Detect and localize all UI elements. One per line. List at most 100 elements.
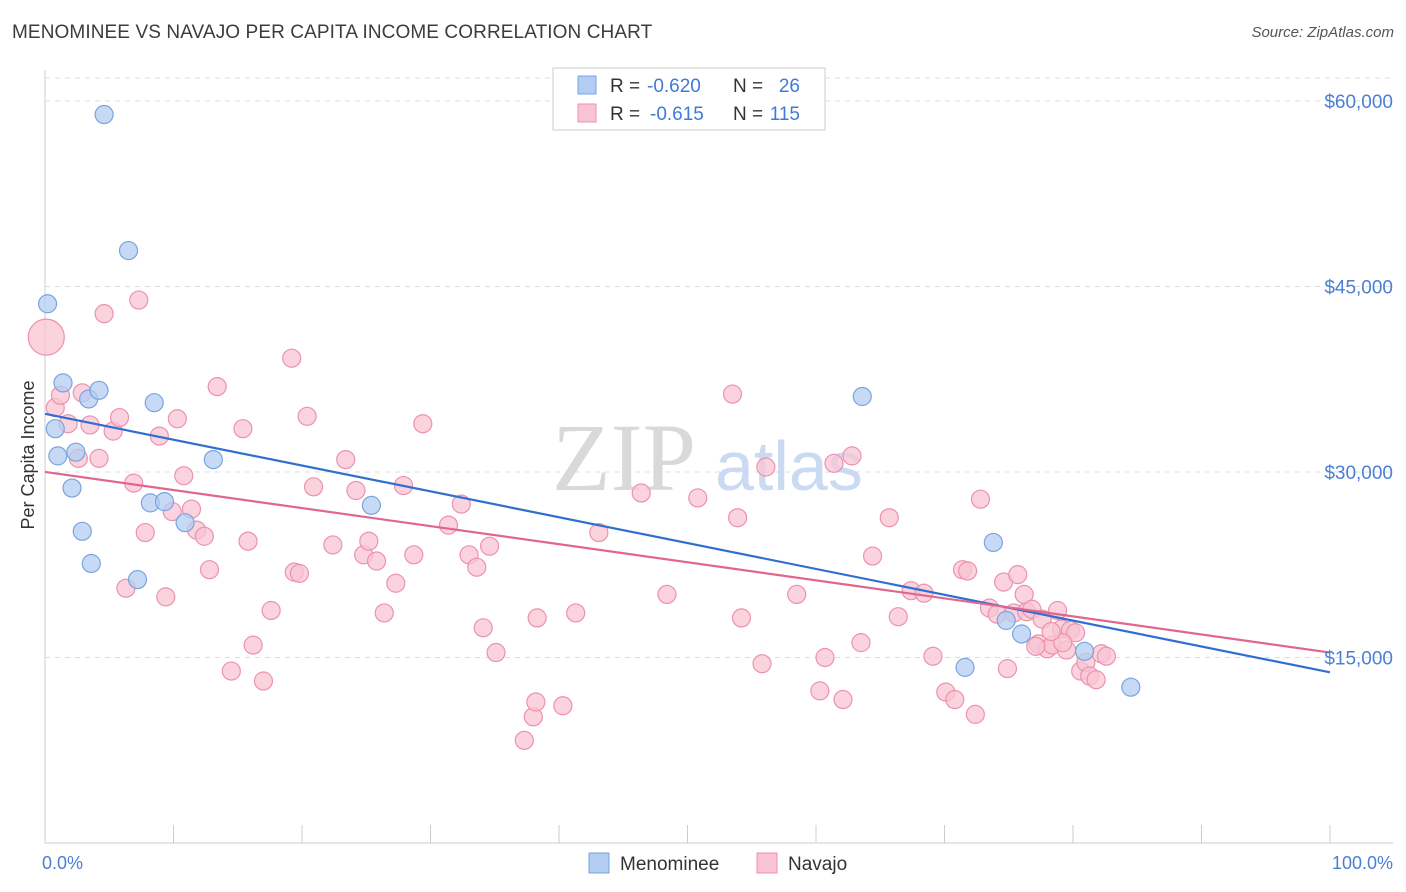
legend-swatch-menominee [588,852,610,874]
menominee-point [1121,677,1141,697]
navajo-point [27,318,65,356]
navajo-point [914,583,934,603]
navajo-point [815,647,835,668]
navajo-point [135,522,155,543]
y-tick-label: $15,000 [1324,648,1393,669]
navajo-point [289,563,310,583]
navajo-point [566,603,586,623]
navajo-point [526,692,546,712]
navajo-point [923,646,943,666]
axes [44,70,1393,844]
navajo-point [722,384,743,404]
legend-label-menominee: Menominee [620,854,719,875]
navajo-point [238,531,258,551]
menominee-point [118,240,139,261]
menominee-point [1011,624,1032,644]
navajo-points [27,290,1117,750]
navajo-point [199,560,220,580]
navajo-point [467,557,487,577]
navajo-point [156,587,176,607]
stats-swatch-menominee [577,75,597,95]
stats-n-label-menominee: N = [733,76,763,97]
navajo-point [282,348,302,368]
navajo-point [346,480,366,501]
navajo-point [997,659,1018,679]
menominee-point [127,569,148,590]
navajo-point [297,406,317,426]
navajo-point [965,704,985,724]
watermark-zip: ZIP [552,404,696,511]
navajo-point [1041,621,1061,642]
navajo-point [359,531,379,551]
navajo-point [243,635,263,655]
stats-swatch-navajo [577,103,597,123]
menominee-points [37,104,1141,697]
navajo-point [1026,636,1046,656]
trend-lines [44,412,1331,674]
menominee-point [37,294,58,314]
y-tick-labels: $15,000 $30,000 $45,000 $60,000 [1324,92,1393,670]
menominee-point [955,657,975,677]
menominee-point [361,495,381,515]
navajo-point [824,453,844,473]
navajo-point [438,515,459,535]
navajo-point [851,633,871,653]
navajo-point [233,419,253,439]
navajo-point [451,494,471,514]
navajo-point [888,607,908,627]
legend-label-navajo: Navajo [788,854,847,875]
legend: Menominee Navajo [588,852,847,875]
menominee-point [175,513,195,533]
navajo-point [527,608,547,628]
legend-swatch-navajo [756,852,778,874]
navajo-point [404,545,424,565]
menominee-trend-line [44,412,1331,674]
navajo-point [194,526,214,546]
navajo-point [221,661,241,681]
x-tick-label-max: 100.0% [1332,853,1393,873]
navajo-point [553,696,573,716]
menominee-point [983,532,1003,553]
chart-title: MENOMINEE VS NAVAJO PER CAPITA INCOME CO… [12,22,653,43]
stats-n-value-menominee: 26 [779,76,800,97]
menominee-point [89,380,109,400]
navajo-point [174,466,194,486]
stats-box-frame [552,67,826,131]
navajo-point [374,603,394,623]
navajo-point [386,573,406,593]
navajo-point [253,671,274,691]
menominee-point [154,492,175,512]
stats-r-label-menominee: R = [610,76,640,97]
menominee-point [66,442,86,462]
navajo-point [1053,633,1073,653]
menominee-point [81,553,101,574]
stats-n-label-navajo: N = [733,104,763,125]
navajo-point [473,618,493,638]
navajo-point [207,377,227,397]
menominee-point [48,446,68,466]
menominee-point [45,419,65,439]
navajo-point [94,304,114,324]
y-axis-label: Per Capita Income [18,380,38,529]
stats-r-label-navajo: R = [610,104,640,125]
navajo-point [486,642,506,663]
navajo-point [480,536,500,556]
menominee-point [72,521,92,541]
navajo-point [728,508,748,528]
navajo-point [89,448,109,468]
navajo-point [261,600,281,621]
gridlines [45,77,1393,658]
stats-box: R = -0.620 N = 26 R = -0.615 N = 115 [552,67,826,131]
navajo-point [336,449,356,470]
x-tick-label-min: 0.0% [42,853,83,873]
navajo-point [970,489,991,509]
navajo-point [129,290,149,310]
navajo-point [323,535,343,555]
menominee-point [144,393,164,413]
navajo-point [1096,646,1117,666]
navajo-point [167,409,187,429]
navajo-point [958,561,978,581]
navajo-trend-line [44,470,1331,654]
navajo-point [688,488,708,508]
